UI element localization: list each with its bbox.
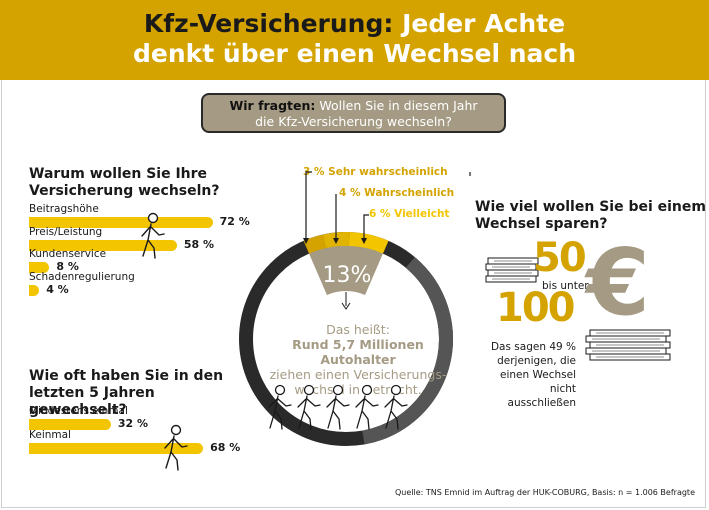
- money-stack-icon: [485, 257, 539, 283]
- money-stack-icon: [585, 329, 671, 361]
- savings-title-2: Wechsel sparen?: [475, 216, 608, 232]
- donut-grey-arc: [362, 257, 453, 445]
- title-light-part: Jeder Achte: [402, 9, 566, 38]
- reasons-title: Warum wollen Sie Ihre Versicherung wechs…: [29, 166, 220, 199]
- bar-value-label: 8 %: [56, 260, 79, 273]
- bar: [29, 217, 213, 228]
- title-dark-part: Kfz-Versicherung:: [143, 9, 394, 38]
- center-explanation: Das heißt: Rund 5,7 Millionen Autohalter…: [258, 322, 458, 397]
- pie-label-very-likely: 3 % Sehr wahrscheinlich: [303, 166, 448, 178]
- savings-note-3: einen Wechsel nicht: [500, 369, 576, 395]
- bar-category-label: Mindestens einmal: [29, 405, 128, 417]
- pie-label-likely: 4 % Wahrscheinlich: [339, 187, 455, 199]
- savings-high-value: 100: [496, 285, 575, 331]
- walking-person-icon: [268, 384, 292, 430]
- total-percent-label: 13%: [322, 263, 372, 288]
- bar-category-label: Preis/Leistung: [29, 225, 103, 238]
- question-text-1: Wollen Sie in diesem Jahr: [319, 98, 478, 113]
- savings-low-value: 50: [533, 235, 587, 281]
- walking-crowd-icon: [268, 384, 408, 430]
- page-title-line-2: denkt über einen Wechsel nach: [132, 39, 577, 68]
- bar-value-label: 58 %: [183, 237, 215, 251]
- question-lead: Wir fragten:: [229, 98, 316, 113]
- donut-segment: [348, 232, 389, 254]
- center-line-2: Rund 5,7 Millionen Autohalter: [292, 337, 424, 367]
- bar-category-label: Schadenregulierung: [29, 270, 135, 283]
- savings-note-2: derjenigen, die: [497, 355, 576, 367]
- center-line-4: wechsel in Betracht.: [294, 382, 422, 397]
- page-title-line-1: Kfz-Versicherung: Jeder Achte: [0, 9, 709, 39]
- bar-value-label: 32 %: [117, 417, 149, 430]
- header-banner: Kfz-Versicherung: Jeder Achte denkt über…: [0, 0, 709, 80]
- bar-value-label: 4 %: [46, 282, 69, 296]
- savings-note-1: Das sagen 49 %: [490, 341, 576, 353]
- pie-label-maybe: 6 % Vielleicht: [369, 208, 450, 220]
- euro-icon: €: [586, 229, 651, 336]
- bar-category-label: Kundenservice: [29, 248, 107, 260]
- center-line-1: Das heißt:: [326, 322, 390, 337]
- donut-highlight-wedge: [309, 246, 383, 295]
- savings-note: Das sagen 49 % derjenigen, die einen Wec…: [482, 340, 576, 410]
- bar-value-label: 72 %: [219, 215, 250, 228]
- walking-person-icon: [355, 384, 379, 430]
- savings-between-label: bis unter: [542, 280, 589, 292]
- question-text-2: die Kfz-Versicherung wechseln?: [255, 114, 452, 129]
- bar-category-label: Keinmal: [29, 429, 71, 441]
- bar: [29, 284, 40, 296]
- walking-person-icon: [141, 212, 165, 259]
- walking-person-icon: [326, 384, 350, 430]
- savings-title: Wie viel wollen Sie bei einem Wechsel sp…: [475, 199, 706, 233]
- question-box: Wir fragten: Wollen Sie in diesem Jahr d…: [201, 93, 506, 133]
- bar: [29, 443, 204, 454]
- bar: [29, 419, 111, 430]
- bar-value-label: 68 %: [210, 441, 241, 454]
- content-frame: [1, 80, 706, 508]
- center-line-3: ziehen einen Versicherungs-: [269, 367, 447, 382]
- bar: [29, 239, 177, 251]
- donut-segment: [303, 234, 326, 254]
- walking-person-icon: [384, 384, 408, 430]
- bar-category-label: Beitragshöhe: [29, 203, 99, 215]
- source-note: Quelle: TNS Emnid im Auftrag der HUK-COB…: [395, 488, 695, 497]
- savings-note-4: ausschließen: [507, 397, 576, 409]
- frequency-title: Wie oft haben Sie in den letzten 5 Jahre…: [29, 368, 224, 418]
- bar: [29, 262, 50, 273]
- savings-title-1: Wie viel wollen Sie bei einem: [475, 199, 706, 215]
- walking-person-icon: [164, 424, 188, 471]
- walking-person-icon: [297, 384, 321, 430]
